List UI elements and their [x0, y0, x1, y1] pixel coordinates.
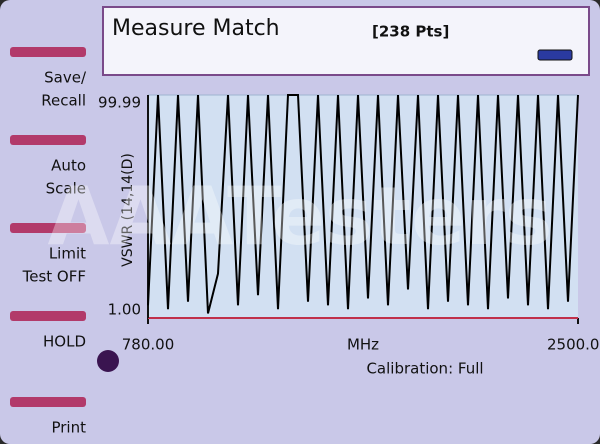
- softkey-label: Auto: [51, 157, 86, 175]
- y-tick-label: 99.99: [98, 94, 141, 112]
- points-count: [238 Pts]: [372, 23, 449, 41]
- softkey-label: HOLD: [43, 333, 86, 351]
- battery-icon: [537, 49, 573, 61]
- softkey-label: Save/: [44, 69, 87, 87]
- softkey-label: Test OFF: [22, 268, 86, 286]
- header-box: [102, 6, 590, 76]
- x-tick-label: 2500.00: [547, 336, 600, 354]
- softkey-label: Print: [51, 419, 86, 437]
- y-axis-label: VSWR (14,14(D): [120, 153, 136, 267]
- softkey-bar[interactable]: [10, 135, 86, 145]
- softkey-bar[interactable]: [10, 311, 86, 321]
- watermark: AAATesters: [48, 170, 553, 263]
- header-title: Measure Match: [112, 16, 280, 41]
- softkey-bar[interactable]: [10, 223, 86, 233]
- x-tick-label: 780.00: [122, 336, 175, 354]
- y-tick-label: 1.00: [108, 301, 141, 319]
- indicator-dot: [97, 350, 119, 372]
- softkey-label: Scale: [46, 180, 86, 198]
- softkey-bar[interactable]: [10, 47, 86, 57]
- softkey-label: Limit: [49, 245, 86, 263]
- calibration-note: Calibration: Full: [366, 360, 483, 378]
- softkey-bar[interactable]: [10, 397, 86, 407]
- trace: [147, 94, 579, 314]
- x-axis-label: MHz: [347, 336, 379, 354]
- softkey-label: Recall: [41, 92, 86, 110]
